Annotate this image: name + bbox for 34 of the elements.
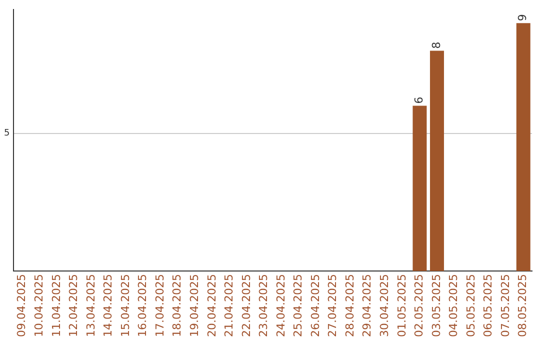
x-tick-label: 29.04.2025 xyxy=(360,274,374,338)
x-tick-label: 28.04.2025 xyxy=(343,274,356,338)
x-tick-label: 12.04.2025 xyxy=(67,274,80,338)
x-tick-label: 30.04.2025 xyxy=(378,274,392,338)
x-tick-label: 18.04.2025 xyxy=(170,274,184,338)
x-tick-label: 10.04.2025 xyxy=(32,274,46,338)
data-label: 9 xyxy=(516,14,530,22)
x-tick-label: 27.04.2025 xyxy=(326,274,340,338)
x-tick-label: 08.05.2025 xyxy=(516,274,530,338)
x-tick-label: 02.05.2025 xyxy=(412,274,426,338)
x-tick-label: 15.04.2025 xyxy=(118,274,132,338)
x-tick-label: 19.04.2025 xyxy=(188,274,201,338)
x-tick-label: 05.05.2025 xyxy=(464,274,478,338)
x-tick-label: 17.04.2025 xyxy=(153,274,166,338)
x-tick-label: 04.05.2025 xyxy=(447,274,460,338)
x-tick-label: 25.04.2025 xyxy=(292,274,305,338)
x-tick-label: 20.04.2025 xyxy=(205,274,218,338)
x-tick-label: 03.05.2025 xyxy=(430,274,443,338)
x-tick-label: 23.04.2025 xyxy=(257,274,270,338)
x-tick-label: 22.04.2025 xyxy=(240,274,253,338)
x-tick-label: 14.04.2025 xyxy=(102,274,115,338)
x-tick-label: 07.05.2025 xyxy=(498,274,512,338)
x-tick-label: 26.04.2025 xyxy=(308,274,322,338)
x-tick-label: 24.04.2025 xyxy=(274,274,288,338)
x-tick-label: 01.05.2025 xyxy=(395,274,408,338)
y-tick-label: 5 xyxy=(4,128,10,139)
x-tick-label: 21.04.2025 xyxy=(222,274,236,338)
data-label: 8 xyxy=(430,42,443,49)
x-tick-label: 06.05.2025 xyxy=(482,274,495,338)
x-tick-label: 11.04.2025 xyxy=(50,274,63,338)
x-tick-label: 09.04.2025 xyxy=(15,274,28,338)
x-tick-label: 16.04.2025 xyxy=(136,274,150,338)
x-tick-label: 13.04.2025 xyxy=(84,274,98,338)
data-label: 6 xyxy=(412,96,426,104)
